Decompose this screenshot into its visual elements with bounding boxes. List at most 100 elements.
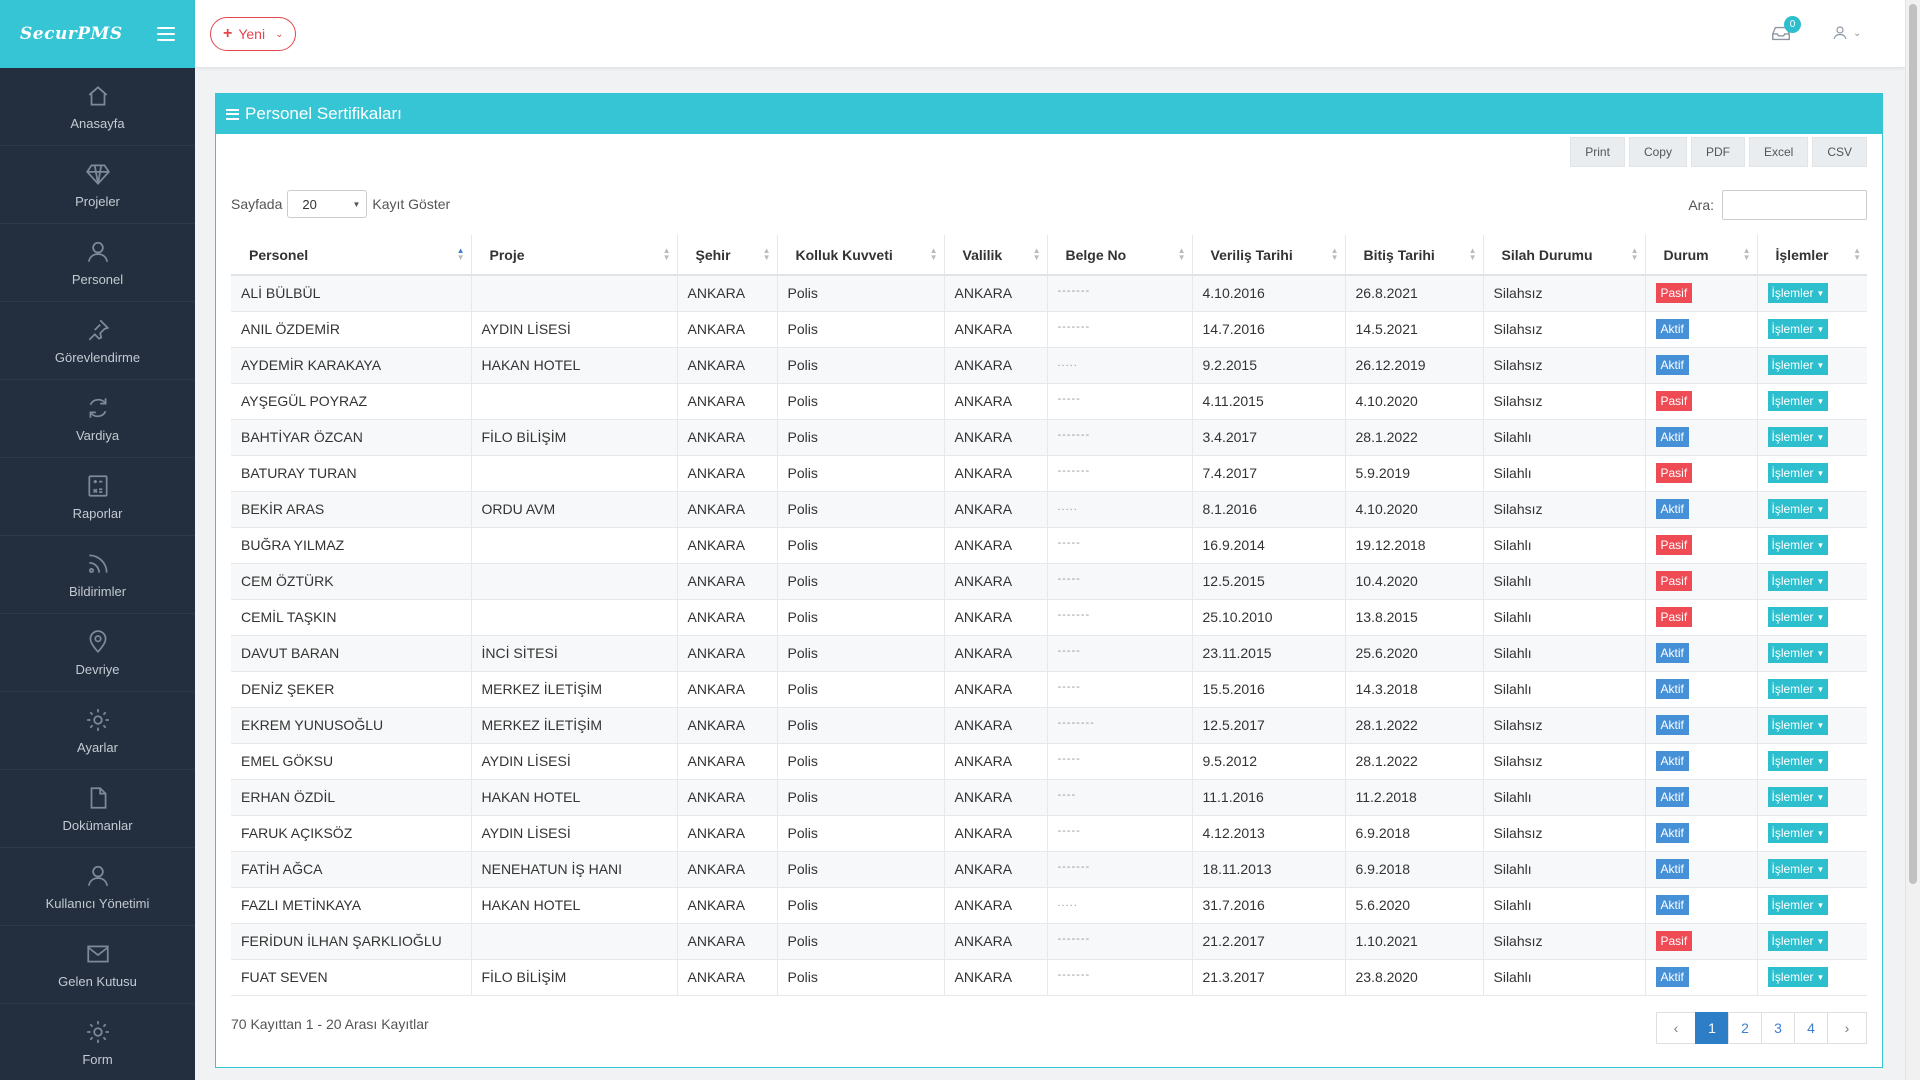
cell-personel: FATİH AĞCA <box>231 851 471 888</box>
sidebar-item-personel[interactable]: Personel <box>0 224 195 302</box>
actions-dropdown-button[interactable]: İşlemler ▼ <box>1767 607 1829 627</box>
cell-personel: FERİDUN İLHAN ŞARKLIOĞLU <box>231 923 471 960</box>
actions-dropdown-button[interactable]: İşlemler ▼ <box>1767 571 1829 591</box>
column-header[interactable]: Personel ▲ ▼ <box>231 235 471 276</box>
status-badge: Pasif <box>1655 391 1693 411</box>
actions-dropdown-button[interactable]: İşlemler ▼ <box>1767 535 1829 555</box>
actions-dropdown-button[interactable]: İşlemler ▼ <box>1767 823 1829 843</box>
actions-dropdown-button[interactable]: İşlemler ▼ <box>1767 967 1829 987</box>
column-header[interactable]: Belge No ▲ ▼ <box>1046 235 1192 276</box>
export-pdf-button[interactable]: PDF <box>1690 137 1745 167</box>
actions-dropdown-button[interactable]: İşlemler ▼ <box>1767 715 1829 735</box>
export-csv-button[interactable]: CSV <box>1812 137 1867 167</box>
actions-dropdown-button[interactable]: İşlemler ▼ <box>1767 643 1829 663</box>
cell-belge: ------- <box>1046 599 1192 636</box>
column-header[interactable]: Veriliş Tarihi ▲ ▼ <box>1191 235 1345 276</box>
page-button[interactable]: 3 <box>1761 1012 1795 1044</box>
cell-kolluk: Polis <box>776 563 944 600</box>
plus-icon: + <box>223 25 233 42</box>
table-row: BAHTİYAR ÖZCAN FİLO BİLİŞİM ANKARA Polis ANK… <box>231 419 1867 456</box>
column-header[interactable]: Kolluk Kuvveti ▲ ▼ <box>776 235 944 276</box>
messages-button[interactable]: 0 <box>1770 16 1801 46</box>
sidebar-item-ayarlar[interactable]: Ayarlar <box>0 692 195 770</box>
cell-belge: ----- <box>1046 563 1192 600</box>
page-button[interactable]: 2 <box>1728 1012 1762 1044</box>
sidebar-item-kullanıcı-yönetimi[interactable]: Kullanıcı Yönetimi <box>0 848 195 926</box>
actions-dropdown-button[interactable]: İşlemler ▼ <box>1767 751 1829 771</box>
cell-verilis: 21.3.2017 <box>1191 959 1345 996</box>
column-header[interactable]: Silah Durumu ▲ ▼ <box>1482 235 1645 276</box>
search-input[interactable] <box>1722 190 1867 220</box>
sidebar-item-projeler[interactable]: Projeler <box>0 146 195 224</box>
actions-label: İşlemler <box>1771 826 1814 840</box>
actions-dropdown-button[interactable]: İşlemler ▼ <box>1767 787 1829 807</box>
actions-dropdown-button[interactable]: İşlemler ▼ <box>1767 499 1829 519</box>
actions-dropdown-button[interactable]: İşlemler ▼ <box>1767 463 1829 483</box>
export-copy-button[interactable]: Copy <box>1628 137 1687 167</box>
sidebar-item-label: Gelen Kutusu <box>58 973 137 989</box>
cell-verilis: 18.11.2013 <box>1191 851 1345 888</box>
cell-sehir-text: ANKARA <box>687 429 746 445</box>
actions-dropdown-button[interactable]: İşlemler ▼ <box>1767 319 1829 339</box>
sidebar-item-bildirimler[interactable]: Bildirimler <box>0 536 195 614</box>
page-length-select[interactable]: 20 ▼ <box>287 190 368 218</box>
actions-label: İşlemler <box>1771 538 1814 552</box>
sidebar-item-devriye[interactable]: Devriye <box>0 614 195 692</box>
actions-dropdown-button[interactable]: İşlemler ▼ <box>1767 355 1829 375</box>
cell-sehir: ANKARA <box>676 599 777 636</box>
scrollbar-thumb[interactable] <box>1909 4 1917 884</box>
sidebar-item-anasayfa[interactable]: Anasayfa <box>0 68 195 146</box>
column-header[interactable]: Bitiş Tarihi ▲ ▼ <box>1344 235 1483 276</box>
cell-personel: ALİ BÜLBÜL <box>231 275 471 312</box>
export-excel-button[interactable]: Excel <box>1748 137 1809 167</box>
cell-silah-text: Silahlı <box>1493 897 1532 913</box>
actions-dropdown-button[interactable]: İşlemler ▼ <box>1767 391 1829 411</box>
table-row: BATURAY TURAN ANKARA Polis ANKARA ------- 7.4… <box>231 455 1867 492</box>
cell-valilik: ANKARA <box>943 563 1047 600</box>
column-header[interactable]: Proje ▲ ▼ <box>470 235 677 276</box>
page-button[interactable]: 1 <box>1695 1012 1729 1044</box>
status-badge: Pasif <box>1655 535 1693 555</box>
column-header[interactable]: Şehir ▲ ▼ <box>676 235 777 276</box>
cell-kolluk-text: Polis <box>787 285 818 302</box>
previous-page-button[interactable]: ‹ <box>1656 1012 1696 1044</box>
menu-toggle-icon[interactable] <box>157 27 175 41</box>
cell-sehir-text: ANKARA <box>687 969 746 985</box>
cell-kolluk-text: Polis <box>787 393 818 409</box>
certificates-panel: Personel Sertifikaları Print Copy PDF Excel… <box>215 93 1883 1068</box>
sidebar-item-dokümanlar[interactable]: Dokümanlar <box>0 770 195 848</box>
cell-belge: ------- <box>1046 455 1192 492</box>
next-page-button[interactable]: › <box>1827 1012 1867 1044</box>
cell-islemler: İşlemler ▼ <box>1756 707 1867 744</box>
vertical-scrollbar[interactable] <box>1905 0 1920 1080</box>
user-menu[interactable]: ⌄ <box>1831 24 1861 42</box>
actions-dropdown-button[interactable]: İşlemler ▼ <box>1767 931 1829 951</box>
sidebar-item-görevlendirme[interactable]: Görevlendirme <box>0 302 195 380</box>
sort-icon: ▲ ▼ <box>762 246 771 262</box>
column-header[interactable]: Valilik ▲ ▼ <box>943 235 1047 276</box>
page-button[interactable]: 4 <box>1794 1012 1828 1044</box>
certificates-table: Personel ▲ ▼ Proje ▲ ▼ Şehir ▲ ▼ Kolluk Kuvveti ▲ ▼… <box>231 235 1867 996</box>
sidebar-item-gelen-kutusu[interactable]: Gelen Kutusu <box>0 926 195 1004</box>
actions-dropdown-button[interactable]: İşlemler ▼ <box>1767 895 1829 915</box>
cell-personel: ERHAN ÖZDİL <box>231 779 471 816</box>
brand-logo[interactable]: SecurPMS <box>20 24 123 44</box>
cell-bitis: 26.12.2019 <box>1344 347 1483 384</box>
cell-silah: Silahsız <box>1482 491 1645 528</box>
cell-verilis-text: 12.5.2015 <box>1202 573 1265 589</box>
cell-durum: Aktif <box>1644 887 1757 924</box>
cell-durum: Aktif <box>1644 779 1757 816</box>
cell-silah-text: Silahlı <box>1493 861 1532 877</box>
new-button[interactable]: + Yeni ⌄ <box>210 17 297 51</box>
cell-kolluk-text: Polis <box>787 969 818 985</box>
sidebar-item-vardiya[interactable]: Vardiya <box>0 380 195 458</box>
sidebar-item-form[interactable]: Form <box>0 1004 195 1080</box>
actions-dropdown-button[interactable]: İşlemler ▼ <box>1767 859 1829 879</box>
column-header[interactable]: Durum ▲ ▼ <box>1644 235 1757 276</box>
export-print-button[interactable]: Print <box>1570 137 1625 167</box>
actions-dropdown-button[interactable]: İşlemler ▼ <box>1767 427 1829 447</box>
actions-dropdown-button[interactable]: İşlemler ▼ <box>1767 283 1829 304</box>
actions-dropdown-button[interactable]: İşlemler ▼ <box>1767 679 1829 699</box>
column-header[interactable]: İşlemler ▲ ▼ <box>1756 235 1867 276</box>
sidebar-item-raporlar[interactable]: Raporlar <box>0 458 195 536</box>
